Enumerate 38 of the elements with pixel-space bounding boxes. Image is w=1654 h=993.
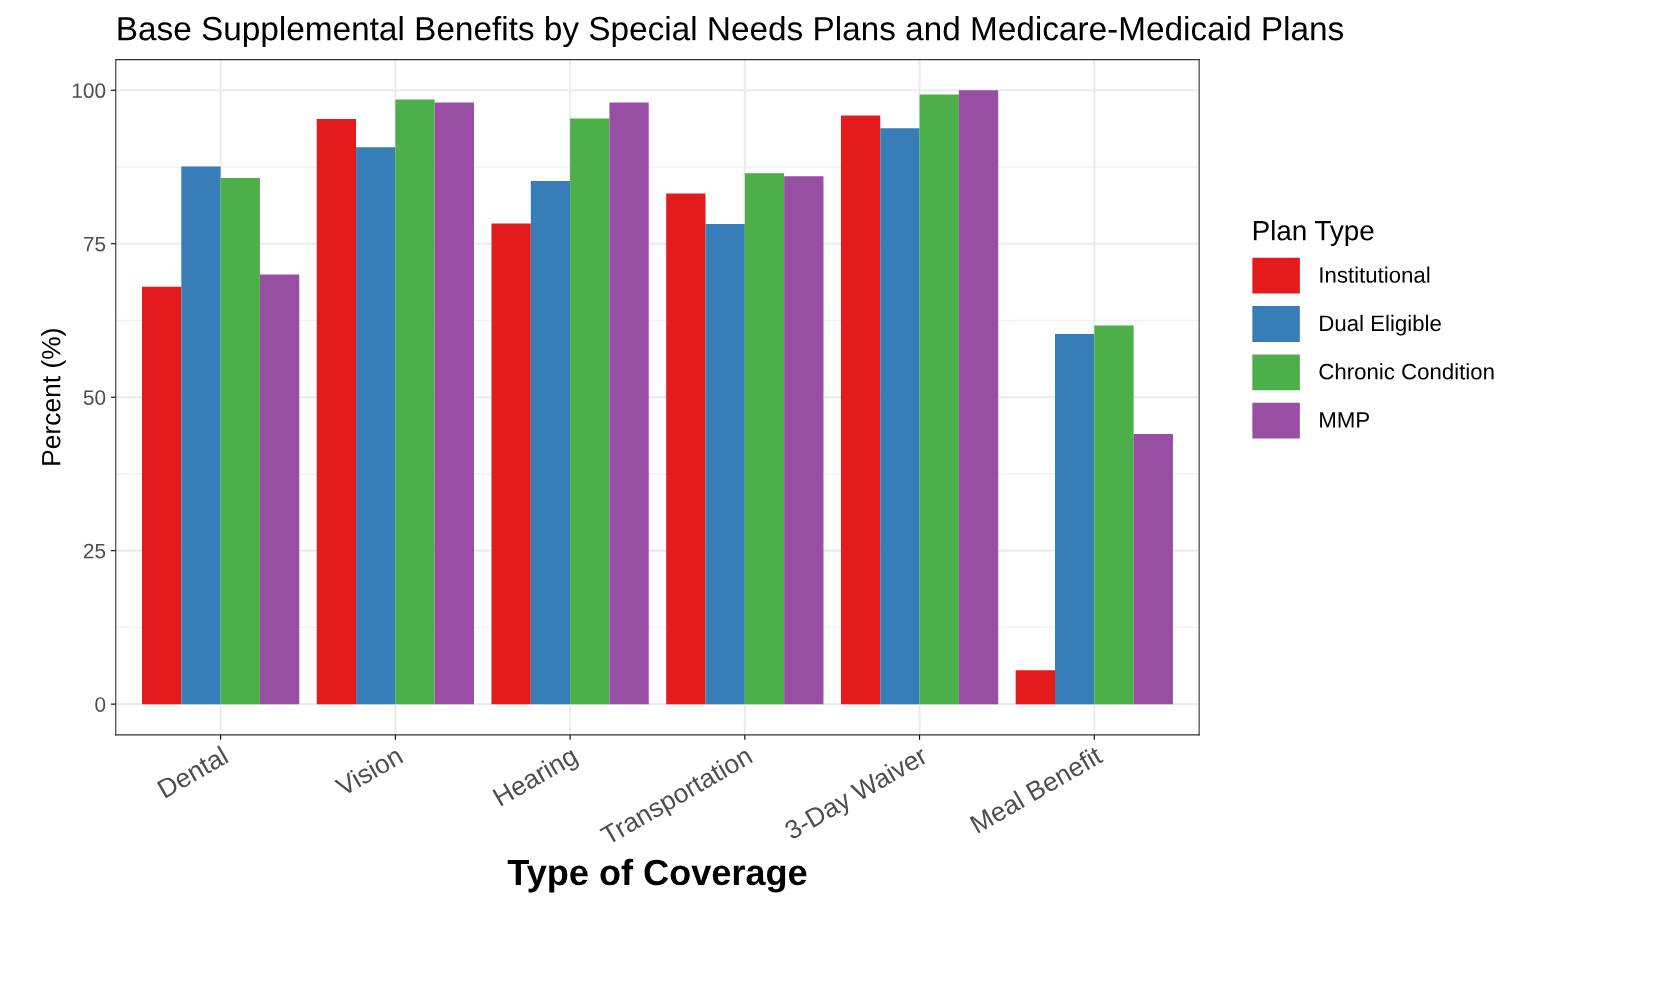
bar (919, 94, 959, 705)
legend-label: Dual Eligible (1320, 314, 1441, 336)
bar (840, 115, 881, 705)
legend-label: Institutional (1320, 266, 1430, 283)
legend-label: MMP (1320, 412, 1369, 428)
bar (1054, 333, 1095, 705)
bar (434, 102, 474, 705)
x-axis-title: Type of Coverage (507, 858, 807, 893)
y-tick-label: 25 (83, 543, 106, 559)
bar (316, 119, 357, 705)
bar (395, 99, 435, 705)
y-tick-label: 75 (83, 236, 106, 252)
bar (958, 90, 999, 705)
bar (1094, 325, 1134, 705)
bar (1133, 434, 1173, 705)
x-tick-label: Vision (333, 745, 404, 797)
bar (1015, 670, 1055, 705)
y-tick-label: 100 (72, 83, 106, 99)
legend-title: Plan Type (1253, 220, 1374, 246)
bar (609, 102, 649, 705)
bar (181, 166, 221, 705)
bar (141, 286, 182, 705)
chart-title: Base Supplemental Benefits by Special Needs Plans and Medicare-Medicaid Plans (118, 15, 1344, 48)
bar (880, 128, 920, 705)
bar (744, 173, 785, 705)
bar (666, 193, 706, 705)
bar (784, 176, 824, 705)
y-tick-label: 50 (83, 390, 106, 405)
bar (259, 274, 300, 705)
bar (570, 118, 610, 705)
bar (530, 181, 571, 705)
legend-label: Chronic Condition (1319, 363, 1494, 380)
bar (491, 223, 531, 705)
bar (220, 178, 260, 705)
bar (705, 224, 745, 705)
y-tick-label: 0 (95, 697, 106, 712)
bar (356, 147, 396, 705)
y-axis-title: Percent (%) (41, 329, 66, 465)
